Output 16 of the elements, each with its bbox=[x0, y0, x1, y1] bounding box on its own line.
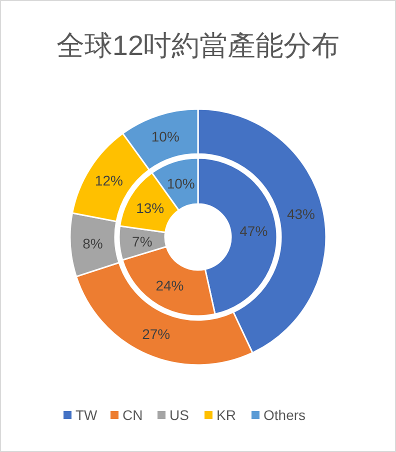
legend-label: TW bbox=[76, 407, 98, 423]
legend-label: Others bbox=[264, 407, 306, 423]
data-label: 10% bbox=[166, 176, 195, 192]
legend-label: US bbox=[170, 407, 189, 423]
legend-label: CN bbox=[122, 407, 143, 423]
legend-label: KR bbox=[216, 407, 236, 423]
data-label: 13% bbox=[136, 200, 164, 216]
data-label: 27% bbox=[142, 326, 170, 342]
data-label: 12% bbox=[94, 172, 123, 188]
data-label: 7% bbox=[132, 233, 152, 250]
data-label: 24% bbox=[156, 277, 184, 294]
data-label: 8% bbox=[82, 236, 103, 252]
data-label: 47% bbox=[240, 222, 268, 239]
chart-title: 全球12吋約當產能分布 bbox=[56, 30, 340, 61]
data-label: 10% bbox=[151, 128, 180, 145]
data-label: 43% bbox=[286, 206, 315, 222]
